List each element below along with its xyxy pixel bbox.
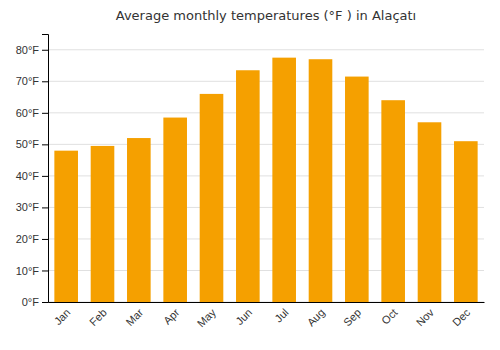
grid-line [48,81,484,82]
tick-label: Aug [305,306,327,328]
bars [54,58,477,302]
bar [163,118,187,302]
tick-label: Feb [87,306,109,328]
tick-label: 30°F [16,201,40,213]
tick-label: 20°F [16,233,40,245]
tick-label: Nov [414,306,437,329]
tick-label: Jan [52,306,73,327]
tick-mark [42,176,48,177]
tick-label: 80°F [16,44,40,56]
tick: 20°F [16,233,48,245]
tick-label: Jul [272,306,290,324]
bar [91,146,115,302]
tick: Jul [272,306,290,324]
tick: 80°F [16,44,48,56]
tick-label: May [195,306,219,330]
tick: Jan [52,306,73,327]
bar [236,70,260,302]
tick: 10°F [16,264,48,276]
tick: 50°F [16,138,48,150]
tick: Apr [161,306,182,327]
grid-line [48,49,484,50]
tick-label: Mar [123,306,145,328]
title: Average monthly temperatures (°F ) in Al… [116,8,416,23]
tick: 70°F [16,75,48,87]
tick-label: Apr [161,306,182,327]
axis-line [42,35,49,303]
tick-label: 70°F [16,75,40,87]
tick-mark [42,207,48,208]
tick: Nov [414,306,437,329]
tick-mark [42,113,48,114]
tick-label: Jun [233,306,254,327]
tick-mark [42,144,48,145]
tick-label: Sep [341,306,363,328]
tick: Oct [379,306,400,327]
bar [309,59,333,302]
x-axis: Jan Feb Mar Apr May Jun Jul Aug Sep Oct Nov Dec [49,303,485,330]
tick: 30°F [16,201,48,213]
tick-label: 10°F [16,264,40,276]
bar [345,77,369,302]
tick: Aug [305,306,327,328]
axis-line [49,302,485,303]
tick-label: 0°F [22,296,40,308]
tick: 40°F [16,170,48,182]
tick-mark [42,302,48,303]
grid-line [48,112,484,113]
tick: Feb [87,306,109,328]
tick-mark [42,239,48,240]
tick: Mar [123,306,145,328]
tick: 0°F [22,296,48,308]
bar [381,100,405,302]
tick-label: 60°F [16,107,40,119]
tick-mark [42,270,48,271]
chart: 0°F 10°F 20°F 30°F 40°F 50°F 60°F 70°F 80°F Jan Fe… [0,0,500,350]
tick-label: Dec [450,306,473,329]
tick: May [195,306,219,330]
tick-mark [42,81,48,82]
tick: Dec [450,306,473,329]
bar [418,122,442,302]
bar [127,138,151,302]
y-axis: 0°F 10°F 20°F 30°F 40°F 50°F 60°F 70°F 80°F [16,35,49,309]
tick: Sep [341,306,363,328]
tick-label: 40°F [16,170,40,182]
bar [54,151,78,302]
bar [200,94,224,302]
bar [272,58,296,302]
bar [454,141,478,302]
tick: 60°F [16,107,48,119]
grid [48,50,484,302]
tick-label: 50°F [16,138,40,150]
tick-label: Oct [379,306,400,327]
tick-mark [42,50,48,51]
tick: Jun [233,306,254,327]
